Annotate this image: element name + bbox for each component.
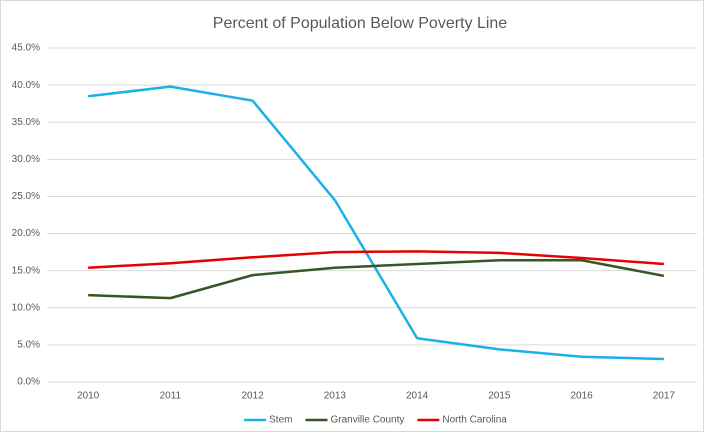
x-tick-label: 2015 (488, 391, 511, 402)
series-line (88, 250, 664, 269)
x-tick-label: 2011 (160, 391, 182, 402)
y-tick-label: 0.0% (17, 377, 40, 388)
x-tick-label: 2013 (324, 391, 347, 402)
series-line (87, 85, 664, 361)
y-tick-label: 25.0% (12, 191, 40, 202)
x-tick-label: 2017 (653, 391, 676, 402)
y-tick-label: 40.0% (12, 80, 40, 91)
y-tick-label: 5.0% (17, 340, 40, 351)
y-tick-label: 20.0% (12, 228, 40, 239)
y-tick-label: 35.0% (12, 117, 40, 128)
x-tick-label: 2016 (571, 391, 594, 402)
series-line (88, 259, 665, 300)
legend-label: North Carolina (442, 415, 507, 426)
y-tick-label: 45.0% (12, 43, 40, 54)
x-tick-label: 2010 (77, 391, 100, 402)
legend-label: Granville County (330, 415, 404, 426)
x-tick-label: 2012 (242, 391, 265, 402)
chart-title: Percent of Population Below Poverty Line (213, 15, 508, 32)
x-tick-label: 2014 (406, 391, 429, 402)
y-tick-label: 30.0% (12, 154, 40, 165)
y-tick-label: 15.0% (12, 265, 40, 276)
y-tick-label: 10.0% (12, 302, 40, 313)
legend-label: Stem (269, 415, 292, 426)
